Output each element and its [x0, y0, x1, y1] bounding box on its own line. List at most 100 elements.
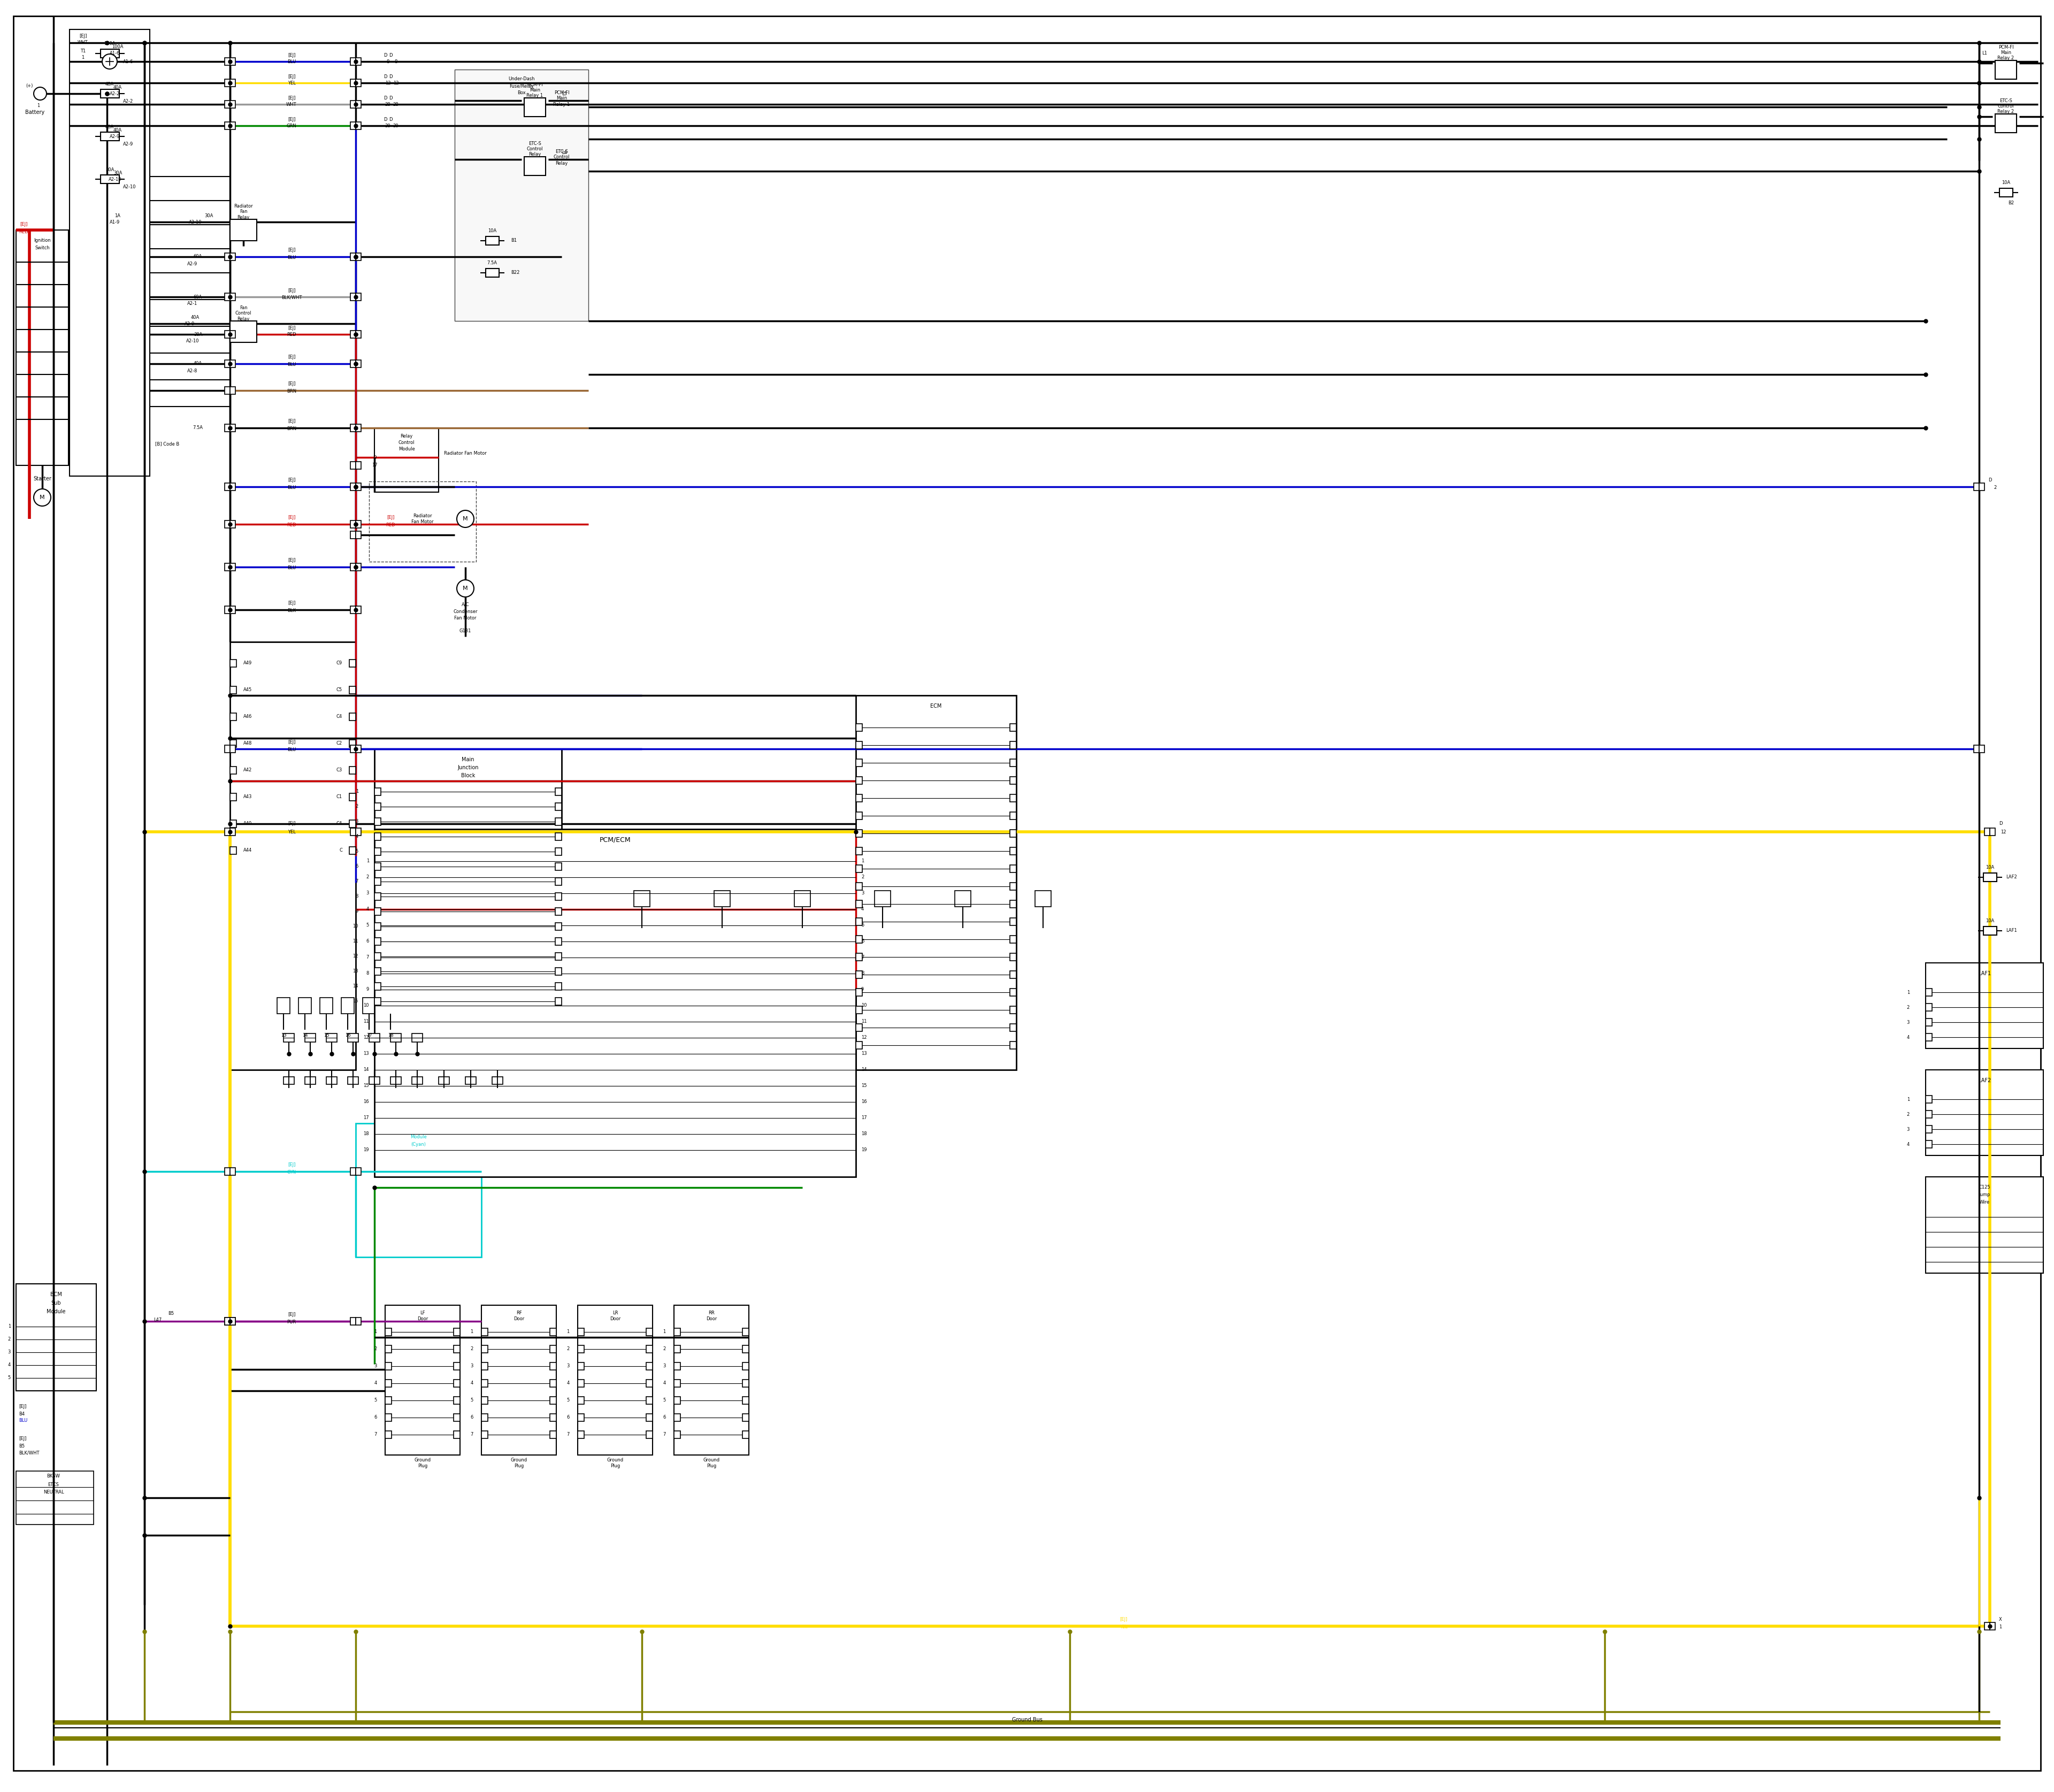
Bar [230, 253, 236, 260]
Bar [353, 1077, 357, 1084]
Text: 6: 6 [861, 939, 865, 944]
Bar [1011, 794, 1017, 801]
Text: 10A: 10A [487, 229, 497, 233]
Text: 28: 28 [392, 102, 398, 108]
Bar [481, 1328, 489, 1335]
Bar [374, 817, 380, 826]
Bar [355, 520, 362, 529]
Text: 5: 5 [663, 1398, 665, 1403]
Text: BRN: BRN [288, 389, 296, 394]
Bar [351, 425, 355, 432]
Bar [224, 520, 230, 529]
Text: YEL: YEL [288, 830, 296, 835]
Bar [1927, 1070, 2044, 1156]
Text: BLU: BLU [288, 486, 296, 489]
Text: Control: Control [398, 441, 415, 446]
Bar [577, 1346, 583, 1353]
Bar [647, 1346, 653, 1353]
Text: A2-8: A2-8 [187, 369, 197, 373]
Bar [857, 935, 863, 943]
Text: 12: 12 [861, 1036, 867, 1039]
Text: 2: 2 [861, 874, 865, 880]
Bar [647, 1328, 653, 1335]
Bar [386, 1432, 392, 1439]
Bar [857, 760, 863, 767]
Bar [386, 1396, 392, 1405]
Bar [224, 484, 230, 491]
Text: 3: 3 [663, 1364, 665, 1369]
Bar [230, 659, 236, 667]
Text: D: D [372, 455, 376, 461]
Text: C: C [339, 848, 343, 853]
Bar [1927, 1111, 1933, 1118]
Bar [481, 1346, 489, 1353]
Bar [1011, 724, 1017, 731]
Text: A/C: A/C [462, 602, 468, 607]
Bar [577, 1396, 583, 1405]
Text: 19: 19 [861, 1147, 867, 1152]
Text: CYN: CYN [288, 1170, 296, 1174]
Bar [577, 1380, 583, 1387]
Text: Switch: Switch [35, 246, 49, 251]
Bar [374, 892, 380, 900]
Bar [370, 1034, 380, 1041]
Bar [555, 998, 561, 1005]
Bar [351, 79, 355, 86]
Bar [230, 1317, 236, 1324]
Text: 4: 4 [663, 1382, 665, 1385]
Bar [550, 1432, 557, 1439]
Bar [277, 998, 290, 1014]
Bar [347, 1034, 357, 1041]
Text: Ignition: Ignition [33, 238, 51, 244]
Text: M: M [462, 586, 468, 591]
Bar [386, 1346, 392, 1353]
Text: Module: Module [47, 1308, 66, 1314]
Text: 1: 1 [366, 858, 370, 864]
Bar [1011, 742, 1017, 749]
Text: Radiator
Fan Motor: Radiator Fan Motor [411, 514, 433, 523]
Text: LAF1: LAF1 [1978, 971, 1990, 977]
Text: 18: 18 [388, 1032, 392, 1038]
Bar [16, 229, 68, 466]
Bar [577, 1432, 583, 1439]
Text: C3: C3 [337, 769, 343, 772]
Bar [355, 530, 362, 539]
Bar [351, 360, 355, 367]
Bar [390, 1077, 396, 1084]
Text: 60A: 60A [193, 294, 201, 299]
Text: A48: A48 [242, 742, 253, 745]
Bar [1982, 926, 1996, 935]
Bar [374, 909, 380, 916]
Text: 10: 10 [861, 1004, 867, 1009]
Text: [EJ]: [EJ] [288, 1312, 296, 1317]
Text: D: D [388, 52, 392, 57]
Bar [351, 1317, 355, 1324]
Bar [550, 1362, 557, 1369]
Bar [674, 1396, 680, 1405]
Bar [351, 330, 355, 339]
Bar [70, 29, 150, 477]
Bar [351, 606, 355, 613]
Bar [327, 1077, 331, 1084]
Bar [1011, 918, 1017, 925]
Bar [555, 817, 561, 826]
Circle shape [103, 54, 117, 70]
Bar [370, 1077, 374, 1084]
Bar [481, 1396, 489, 1405]
Text: BLK/WHT: BLK/WHT [281, 296, 302, 299]
Bar [1011, 935, 1017, 943]
Bar [454, 1328, 460, 1335]
Bar [674, 1328, 680, 1335]
Bar [351, 122, 355, 129]
Bar [374, 878, 380, 885]
Text: 7: 7 [663, 1432, 665, 1437]
Bar [577, 1305, 653, 1455]
Text: BLK/WHT: BLK/WHT [18, 1450, 39, 1455]
Bar [230, 828, 236, 835]
Text: T1: T1 [80, 48, 86, 54]
Text: [EJ]: [EJ] [288, 600, 296, 606]
Text: 3: 3 [470, 1364, 472, 1369]
Text: 4: 4 [1906, 1034, 1910, 1039]
Bar [355, 828, 362, 835]
Bar [355, 1124, 481, 1256]
